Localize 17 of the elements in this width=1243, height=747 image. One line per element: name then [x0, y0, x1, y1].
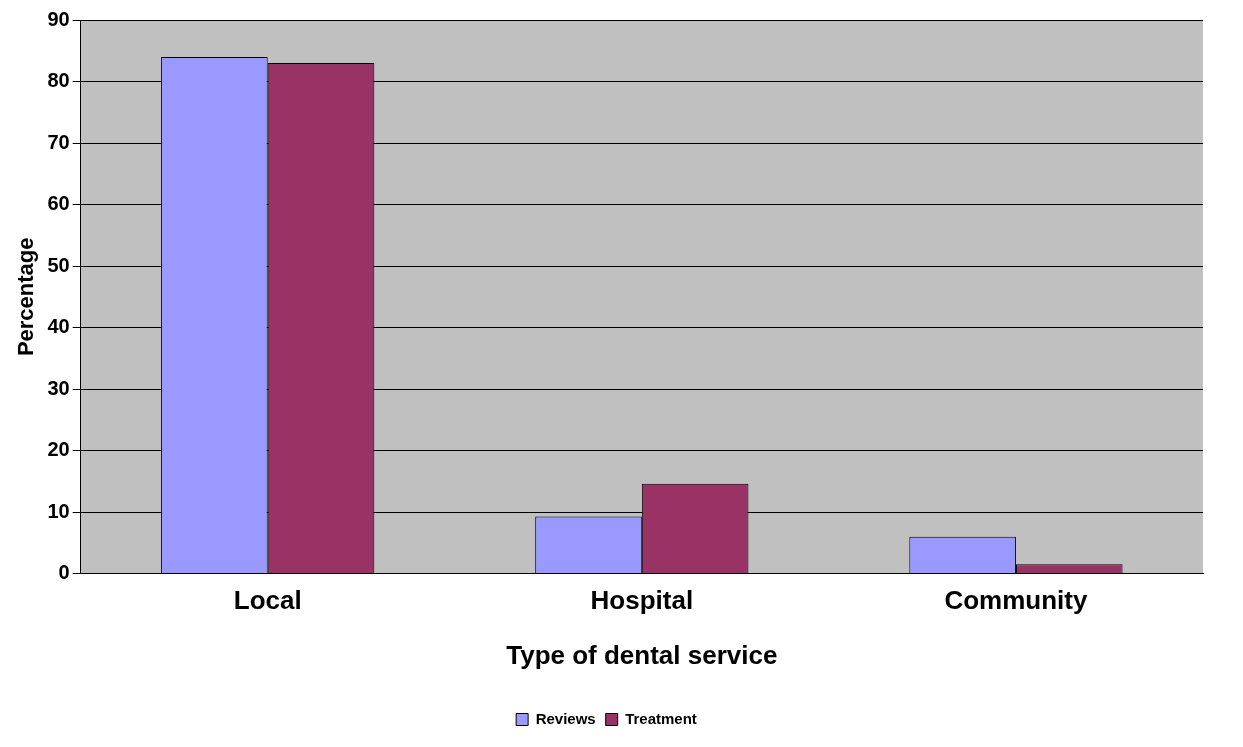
y-tick-label: 10	[47, 499, 70, 522]
y-tick-label: 70	[47, 130, 70, 153]
x-tick-label: Community	[944, 585, 1088, 616]
legend-label: Treatment	[625, 709, 697, 727]
y-tick-label: 80	[47, 69, 70, 92]
y-tick-label: 40	[47, 315, 70, 338]
y-tick-label: 0	[58, 561, 70, 584]
x-tick-label: Hospital	[590, 585, 694, 616]
y-tick-label: 20	[47, 438, 70, 461]
y-tick-label: 60	[47, 192, 70, 215]
y-tick-label: 50	[47, 253, 70, 276]
x-axis-title: Type of dental service	[506, 639, 778, 670]
y-axis-title: Percentage	[13, 237, 39, 357]
y-tick-label: 90	[47, 7, 70, 30]
legend-label: Reviews	[535, 709, 596, 727]
x-tick-label: Local	[233, 585, 302, 616]
y-tick-label: 30	[47, 376, 70, 399]
